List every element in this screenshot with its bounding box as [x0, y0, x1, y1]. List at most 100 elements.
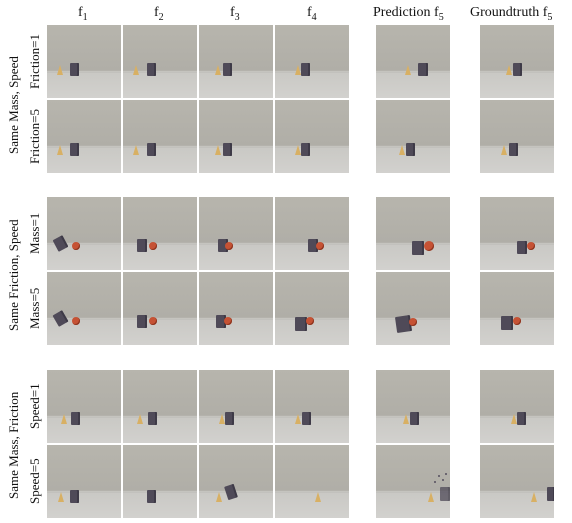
box: [147, 143, 156, 156]
header-f4: f4: [307, 5, 317, 23]
frame-friction5-f2: [123, 100, 197, 173]
cone: [315, 492, 321, 502]
frame-mass5-f4: [275, 272, 349, 345]
cone: [215, 145, 221, 155]
box: [547, 487, 554, 501]
row-label-mass-5: Mass=5: [27, 287, 42, 330]
box: [147, 63, 156, 76]
header-f1: f1: [78, 5, 88, 23]
box: [513, 63, 522, 76]
ball: [527, 242, 535, 250]
box: [148, 412, 157, 425]
cone: [403, 414, 409, 424]
frame-friction1-groundtruth: [480, 25, 554, 98]
cone: [61, 414, 67, 424]
frame-speed1-f3: [199, 370, 273, 443]
cone: [295, 145, 301, 155]
header-f2: f2: [154, 5, 164, 23]
box: [301, 143, 310, 156]
row-label-mass-1: Mass=1: [27, 212, 42, 255]
box: [137, 315, 147, 328]
box: [224, 483, 238, 501]
cone: [133, 145, 139, 155]
row-label-friction-1: Friction=1: [27, 34, 42, 89]
frame-mass5-f3: [199, 272, 273, 345]
box: [70, 490, 79, 503]
box: [501, 316, 513, 330]
frame-mass1-groundtruth: [480, 197, 554, 270]
box: [225, 412, 234, 425]
group-label-same-mass-speed: Same Mass, Speed: [6, 56, 21, 154]
box: [517, 412, 526, 425]
cone: [57, 65, 63, 75]
cone: [57, 145, 63, 155]
ball: [306, 317, 314, 325]
frame-speed5-groundtruth: [480, 445, 554, 518]
box: [70, 63, 79, 76]
row-label-speed-5: Speed=5: [27, 458, 42, 505]
box: [301, 63, 310, 76]
frame-mass1-f2: [123, 197, 197, 270]
box: [147, 490, 156, 503]
ball: [424, 241, 434, 251]
cone: [295, 65, 301, 75]
box: [302, 412, 311, 425]
cone: [295, 414, 301, 424]
cone: [58, 492, 64, 502]
frame-friction5-f4: [275, 100, 349, 173]
frame-friction5-f1: [47, 100, 121, 173]
frame-mass1-prediction: [376, 197, 450, 270]
frame-speed1-f2: [123, 370, 197, 443]
box: [223, 63, 232, 76]
frame-mass5-groundtruth: [480, 272, 554, 345]
frame-speed1-groundtruth: [480, 370, 554, 443]
ball: [316, 242, 324, 250]
frame-friction1-f2: [123, 25, 197, 98]
box: [70, 143, 79, 156]
cone: [501, 145, 507, 155]
ball: [149, 317, 157, 325]
box: [295, 317, 307, 331]
ball: [149, 242, 157, 250]
box: [517, 241, 527, 254]
frame-speed5-prediction: [376, 445, 450, 518]
frame-friction5-prediction: [376, 100, 450, 173]
box: [71, 412, 80, 425]
frame-mass5-f2: [123, 272, 197, 345]
frame-friction1-f3: [199, 25, 273, 98]
box: [52, 235, 69, 252]
cone: [399, 145, 405, 155]
ball: [225, 242, 233, 250]
frame-mass1-f3: [199, 197, 273, 270]
frame-friction1-f1: [47, 25, 121, 98]
frame-mass1-f4: [275, 197, 349, 270]
row-label-speed-1: Speed=1: [27, 383, 42, 430]
frame-mass5-prediction: [376, 272, 450, 345]
box: [440, 487, 450, 501]
ball: [224, 317, 232, 325]
ball: [409, 318, 417, 326]
box: [509, 143, 518, 156]
row-label-friction-5: Friction=5: [27, 109, 42, 164]
cone: [216, 492, 222, 502]
box: [412, 241, 424, 255]
box: [410, 412, 419, 425]
frame-speed5-f1: [47, 445, 121, 518]
cone: [531, 492, 537, 502]
group-label-same-friction-speed: Same Friction, Speed: [6, 219, 21, 332]
frame-friction1-f4: [275, 25, 349, 98]
frame-speed5-f4: [275, 445, 349, 518]
frame-friction5-groundtruth: [480, 100, 554, 173]
header-prediction: Prediction f5: [373, 5, 444, 23]
box: [216, 315, 226, 328]
header-groundtruth: Groundtruth f5: [470, 5, 553, 23]
frame-mass5-f1: [47, 272, 121, 345]
cone: [511, 414, 517, 424]
frame-speed1-f4: [275, 370, 349, 443]
box: [308, 239, 318, 252]
frame-friction1-prediction: [376, 25, 450, 98]
debris: [445, 473, 447, 475]
cone: [506, 65, 512, 75]
cone: [428, 492, 434, 502]
frame-speed5-f3: [199, 445, 273, 518]
